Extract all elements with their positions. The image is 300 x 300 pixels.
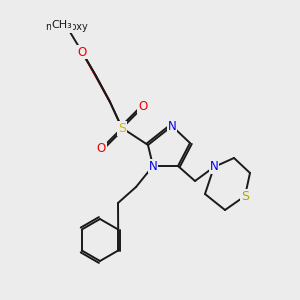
Text: S: S [118,122,126,134]
Text: S: S [241,190,249,202]
Text: O: O [96,142,106,155]
Text: N: N [210,160,218,173]
Text: O: O [138,100,148,113]
Text: O: O [77,46,87,59]
Text: N: N [168,119,176,133]
Text: N: N [148,160,158,172]
Text: CH₃: CH₃ [52,20,72,30]
Text: methoxy: methoxy [46,22,88,32]
